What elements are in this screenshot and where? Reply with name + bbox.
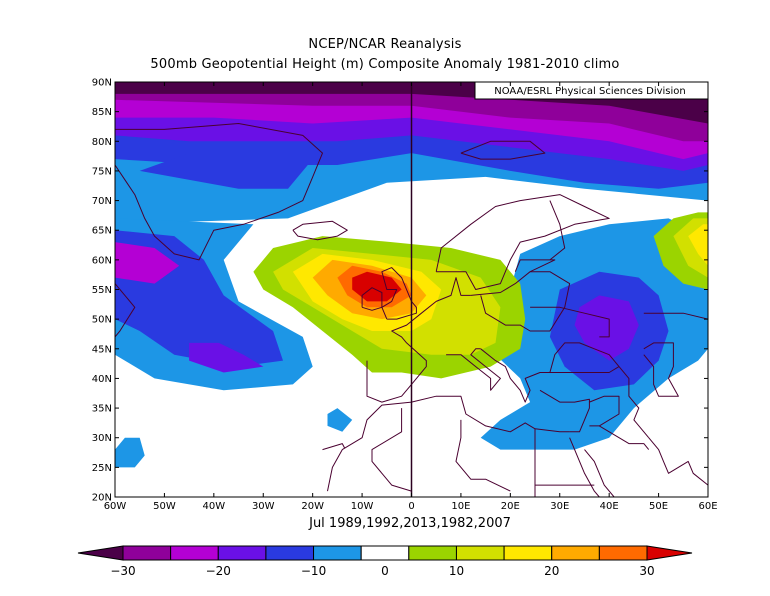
y-tick-label: 20N [92,493,112,504]
x-axis: 60W 50W 40W 30W 20W 10W 0 10E 20E 30E 40E 50E 60E [104,82,718,512]
y-tick-label: 90N [92,78,112,89]
y-tick-label: 75N [92,166,112,177]
coastlines [115,123,708,497]
neg-20-west [115,242,180,284]
x-tick-label: 50W [153,501,176,512]
x-tick-label: 10E [451,501,470,512]
chart-title: NCEP/NCAR Reanalysis [308,37,462,52]
colorbar-box [170,545,219,561]
caspian-coast [643,342,679,397]
baltic-coast [470,259,556,296]
colorbar-box [455,545,505,561]
baffin-coast [115,218,116,219]
colorbar-box [598,545,648,561]
svalbard-coast [460,140,546,160]
neg-5-gulf [115,437,145,468]
x-tick-label: 0 [408,501,414,512]
y-tick-label: 40N [92,374,112,385]
colorbar-tick-label: 10 [449,564,464,578]
british-isles [381,267,417,320]
colorbar-box [503,545,553,561]
europe-west-coast [366,277,471,403]
colorbar-tick-label: 0 [381,564,389,578]
chart-caption: Jul 1989,1992,2013,1982,2007 [309,516,511,531]
russia-border [549,200,566,261]
colorbar: −30 −20 −10 0 10 20 30 [77,545,693,578]
pos-15-east [688,224,708,266]
colorbar-min-arrow [77,545,124,561]
x-tick-label: 20W [301,501,324,512]
x-tick-label: 40E [600,501,619,512]
colorbar-box [313,545,362,561]
scandinavia-coast [435,194,610,290]
red-sea-east [584,449,615,497]
y-tick-label: 85N [92,107,112,118]
y-tick-label: 60N [92,255,112,266]
y-tick-label: 70N [92,196,112,207]
y-tick-label: 55N [92,285,112,296]
colorbar-max-arrow [646,545,693,561]
colorbar-tick-label: −10 [301,564,326,578]
kazakh-border [643,312,708,349]
colorbar-tick-label: −20 [206,564,231,578]
algeria-border [371,408,412,492]
y-tick-label: 35N [92,404,112,415]
credit-text: NOAA/ESRL Physical Sciences Division [494,86,686,97]
x-tick-label: 20E [501,501,520,512]
neg-15-east [574,295,639,361]
y-tick-label: 80N [92,137,112,148]
colorbar-tick-label: 20 [544,564,559,578]
ukraine-border [530,306,610,338]
arabia-border [599,425,650,450]
x-tick-label: 10W [351,501,374,512]
east-europe-border [480,271,571,332]
neg-10-north2 [139,153,313,189]
colorbar-box [360,545,410,561]
x-tick-label: 30E [550,501,569,512]
x-tick-label: 60W [104,501,127,512]
italy-coast [446,348,501,391]
persian-gulf [648,437,708,486]
y-axis: 90N 85N 80N 75N 70N 65N 60N 55N 50N 45N 40N 35N 30N 2… [92,78,708,504]
x-tick-label: 30W [252,501,275,512]
neg-5-madeira [327,408,353,432]
neg-15-west [189,342,264,373]
north-africa-coast [327,395,570,492]
greenland-coast [115,123,323,261]
y-tick-label: 30N [92,433,112,444]
x-tick-label: 40W [203,501,226,512]
iceland-coast [292,220,348,241]
colorbar-box [408,545,457,561]
colorbar-tick-label: −30 [110,564,135,578]
x-tick-label: 50E [649,501,668,512]
y-tick-label: 25N [92,463,112,474]
red-sea-west [569,437,600,497]
y-tick-label: 50N [92,315,112,326]
black-sea-coast [549,342,620,373]
x-tick-label: 60E [698,501,717,512]
turkey-iran-border [618,366,650,439]
iraq-border [589,395,620,427]
colorbar-box [551,545,600,561]
libya-west-border [455,419,511,492]
y-tick-label: 65N [92,226,112,237]
balkan-coast [480,348,555,403]
anatolia-med-coast [539,389,590,433]
colorbar-box [217,545,267,561]
ireland [361,287,383,311]
chart-subtitle: 500mb Geopotential Height (m) Composite … [150,57,620,72]
colorbar-box [122,545,172,561]
labrador-coast [115,283,136,338]
colorbar-box [265,545,315,561]
colorbar-tick-label: 30 [639,564,654,578]
credit-box: NOAA/ESRL Physical Sciences Division [474,81,709,100]
y-tick-label: 45N [92,344,112,355]
canary-isles [322,443,346,451]
